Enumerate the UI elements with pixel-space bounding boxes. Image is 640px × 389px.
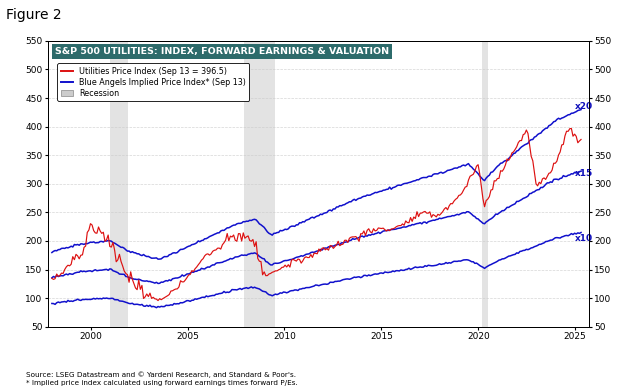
Bar: [110, 41, 128, 327]
Bar: [482, 41, 488, 327]
Text: S&P 500 UTILITIES: INDEX, FORWARD EARNINGS & VALUATION: S&P 500 UTILITIES: INDEX, FORWARD EARNIN…: [55, 47, 389, 56]
Bar: [244, 41, 275, 327]
Text: x10: x10: [575, 234, 593, 243]
Text: x20: x20: [575, 102, 593, 111]
Legend: Utilities Price Index (Sep 13 = 396.5), Blue Angels Implied Price Index* (Sep 13: Utilities Price Index (Sep 13 = 396.5), …: [58, 63, 250, 101]
Text: Figure 2: Figure 2: [6, 8, 62, 22]
Text: x15: x15: [575, 169, 593, 178]
Text: Source: LSEG Datastream and © Yardeni Research, and Standard & Poor's.
* Implied: Source: LSEG Datastream and © Yardeni Re…: [26, 371, 298, 386]
